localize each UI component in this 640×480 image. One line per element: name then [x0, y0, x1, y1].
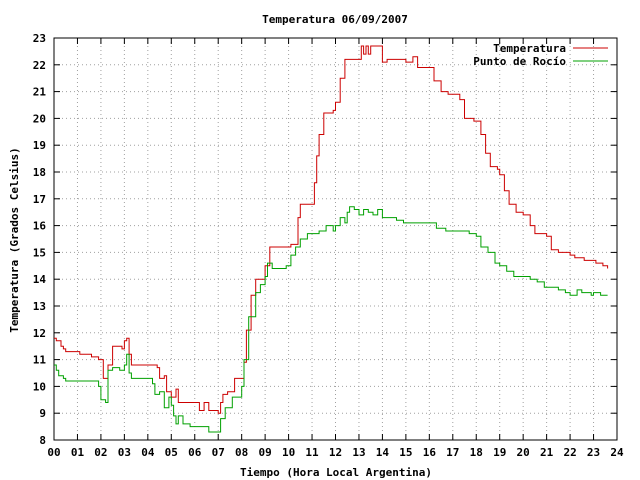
x-tick-label: 08 — [235, 446, 248, 459]
y-tick-label: 17 — [33, 193, 46, 206]
y-tick-label: 12 — [33, 327, 46, 340]
grid — [54, 38, 617, 440]
legend-label-2: Punto de Rocío — [473, 55, 566, 68]
x-tick-label: 21 — [540, 446, 554, 459]
y-tick-label: 18 — [33, 166, 46, 179]
x-tick-label: 12 — [329, 446, 342, 459]
x-tick-label: 23 — [587, 446, 600, 459]
x-tick-label: 19 — [493, 446, 506, 459]
x-tick-label: 06 — [188, 446, 202, 459]
y-tick-label: 16 — [33, 220, 47, 233]
x-tick-label: 17 — [446, 446, 459, 459]
y-tick-label: 23 — [33, 32, 46, 45]
y-tick-label: 21 — [33, 86, 47, 99]
y-tick-label: 13 — [33, 300, 46, 313]
x-tick-label: 22 — [563, 446, 576, 459]
x-tick-label: 07 — [212, 446, 225, 459]
x-tick-label: 00 — [47, 446, 60, 459]
x-tick-label: 04 — [141, 446, 155, 459]
y-tick-label: 8 — [39, 434, 46, 447]
x-tick-label: 18 — [470, 446, 483, 459]
x-tick-label: 14 — [376, 446, 390, 459]
y-axis-label: Temperatura (Grados Celsius) — [8, 147, 21, 332]
y-tick-label: 11 — [33, 354, 47, 367]
x-axis-label: Tiempo (Hora Local Argentina) — [240, 466, 432, 479]
x-tick-label: 15 — [399, 446, 412, 459]
x-tick-label: 20 — [517, 446, 530, 459]
series-layer — [54, 45, 609, 433]
legend-label-1: Temperatura — [493, 42, 566, 55]
x-tick-label: 13 — [352, 446, 365, 459]
x-tick-label: 09 — [259, 446, 272, 459]
y-tick-label: 9 — [39, 407, 46, 420]
x-tick-label: 05 — [165, 446, 178, 459]
ticks: 00 01 02 03 04 05 06 07 08 09 10 11 12 13 14 15 16 17 18 19… — [33, 32, 624, 459]
x-tick-label: 02 — [94, 446, 107, 459]
y-tick-label: 15 — [33, 246, 46, 259]
y-tick-label: 22 — [33, 59, 46, 72]
y-tick-label: 14 — [33, 273, 47, 286]
x-tick-label: 03 — [118, 446, 131, 459]
x-tick-label: 10 — [282, 446, 295, 459]
y-tick-label: 19 — [33, 139, 46, 152]
x-tick-label: 24 — [610, 446, 624, 459]
x-tick-label: 11 — [305, 446, 319, 459]
series-line-2 — [54, 206, 608, 433]
y-tick-label: 20 — [33, 112, 46, 125]
y-tick-label: 10 — [33, 380, 46, 393]
series-line-1 — [54, 45, 609, 414]
chart-title: Temperatura 06/09/2007 — [262, 13, 408, 26]
x-tick-label: 01 — [71, 446, 85, 459]
x-tick-label: 16 — [423, 446, 437, 459]
